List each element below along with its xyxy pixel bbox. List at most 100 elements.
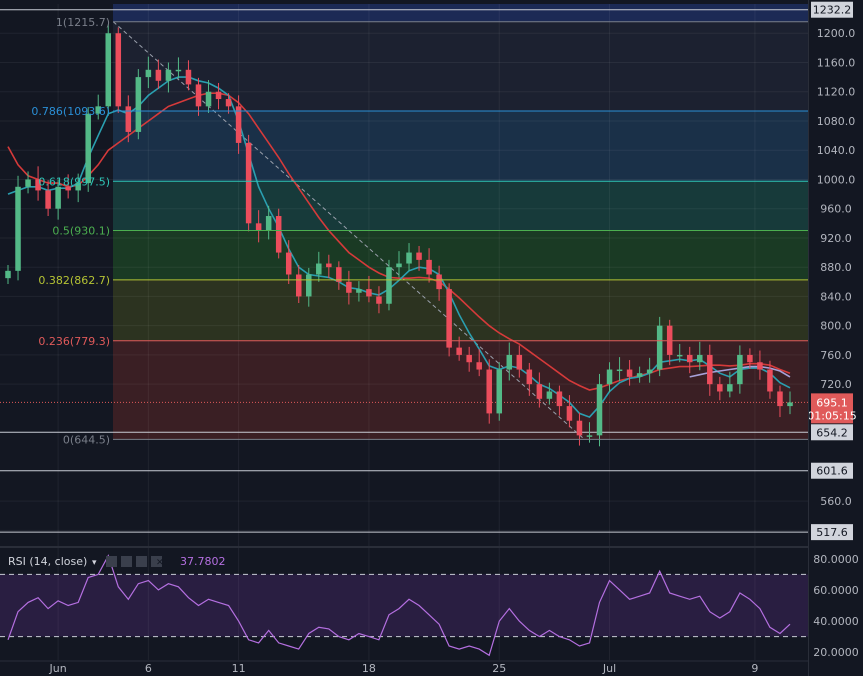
price-tick-label: 760.0: [820, 349, 852, 362]
candle: [75, 173, 81, 203]
candle: [576, 412, 583, 446]
candle-body: [576, 420, 583, 436]
candle: [235, 95, 242, 154]
current-price-tag: [811, 393, 853, 424]
time-axis: Jun 6 11 18 25 Jul 9: [0, 660, 808, 676]
time-tick-label: 18: [362, 662, 376, 675]
candle: [265, 205, 272, 240]
settings-icon[interactable]: [121, 556, 132, 567]
price-tag: [811, 462, 853, 479]
price-tag-label: 601.6: [816, 465, 848, 478]
candle-body: [556, 391, 563, 407]
fib-zone: [113, 111, 808, 182]
candle-body: [295, 274, 302, 297]
candle: [406, 243, 412, 271]
price-tag-label: 1232.2: [813, 4, 852, 17]
time-tick-label: 25: [492, 662, 506, 675]
candle-body: [546, 391, 553, 399]
candle-body: [717, 384, 723, 392]
lock-icon[interactable]: [136, 556, 147, 567]
price-tick-label: 1000.0: [817, 173, 856, 186]
candle: [737, 345, 743, 394]
candle: [506, 342, 513, 381]
fib-label: 0.786(1093.6): [31, 105, 110, 118]
candle: [717, 376, 723, 401]
rsi-title[interactable]: RSI (14, close): [8, 555, 87, 568]
candle: [155, 59, 162, 89]
candle-body: [616, 369, 623, 372]
candle-body: [707, 354, 713, 385]
candle: [596, 373, 603, 447]
candle: [5, 264, 11, 285]
price-tick-label: 1200.0: [817, 27, 856, 40]
rsi-header: RSI (14, close) ▾ ✕ 37.7802: [8, 555, 226, 568]
candle: [135, 69, 142, 140]
candle-body: [165, 69, 172, 81]
price-tag: [811, 1, 853, 18]
time-axis-bg[interactable]: [0, 661, 808, 676]
candle-body: [606, 369, 613, 385]
price-tag-label: 654.2: [816, 426, 848, 439]
fib-label: 0.5(930.1): [52, 225, 110, 238]
fib-label: 0.236(779.3): [38, 335, 110, 348]
time-tick-label: 6: [145, 662, 152, 675]
candle-body: [25, 179, 31, 187]
price-tick-label: 1160.0: [817, 56, 856, 69]
candle-body: [656, 325, 663, 370]
candle-body: [416, 252, 422, 260]
candle-body: [396, 263, 402, 268]
price-axis: 1200.0 1160.0 1120.0 1080.0 1040.0 1000.0 960.…: [809, 0, 863, 676]
candle-body: [85, 113, 91, 184]
candle: [416, 245, 422, 271]
candle-body: [646, 369, 653, 374]
price-tick-label: 1080.0: [817, 115, 856, 128]
candle: [546, 382, 553, 405]
candle-body: [245, 142, 252, 224]
time-tick-label: Jul: [602, 662, 616, 675]
fib-zone: [113, 279, 808, 341]
rsi-tick-label: 20.0000: [813, 646, 859, 659]
candle-body: [135, 77, 142, 132]
fib-zones: [113, 4, 808, 440]
candle: [636, 366, 643, 383]
candle-body: [737, 354, 743, 385]
candle: [145, 56, 152, 89]
chevron-down-icon[interactable]: ▾: [92, 558, 97, 568]
candle-body: [757, 362, 763, 370]
price-tick-label: 840.0: [820, 290, 852, 303]
candle-body: [496, 369, 503, 414]
fib-label: 0(644.5): [63, 433, 110, 446]
more-icon[interactable]: [151, 556, 162, 567]
candle: [646, 357, 653, 383]
candle-body: [787, 402, 793, 407]
current-price-label: 695.1: [816, 396, 848, 409]
time-tick-label: 11: [232, 662, 246, 675]
rsi-tick-label: 40.0000: [813, 615, 859, 628]
candle: [336, 261, 342, 290]
candle: [436, 265, 442, 301]
price-axis-bg[interactable]: [809, 0, 863, 676]
candle-body: [195, 84, 202, 107]
candle: [376, 286, 382, 314]
candle: [285, 240, 292, 285]
close-icon[interactable]: ✕: [156, 558, 164, 568]
candle: [526, 362, 533, 396]
candle-body: [326, 263, 332, 268]
candle-body: [697, 354, 703, 363]
candle: [566, 395, 573, 428]
candle-body: [15, 186, 21, 271]
rsi-value: 37.7802: [180, 555, 226, 568]
candle-body: [155, 69, 162, 81]
candle: [95, 94, 101, 120]
candle: [195, 77, 202, 116]
eye-icon[interactable]: [106, 556, 117, 567]
candle: [25, 171, 31, 194]
candle-body: [35, 179, 41, 191]
candle: [295, 264, 302, 304]
candle-body: [596, 384, 603, 436]
fib-label: 0.618(997.5): [38, 175, 110, 188]
candle: [356, 281, 362, 302]
candles: [5, 24, 793, 447]
price-tick-label: 800.0: [820, 320, 852, 333]
candle: [125, 95, 132, 143]
